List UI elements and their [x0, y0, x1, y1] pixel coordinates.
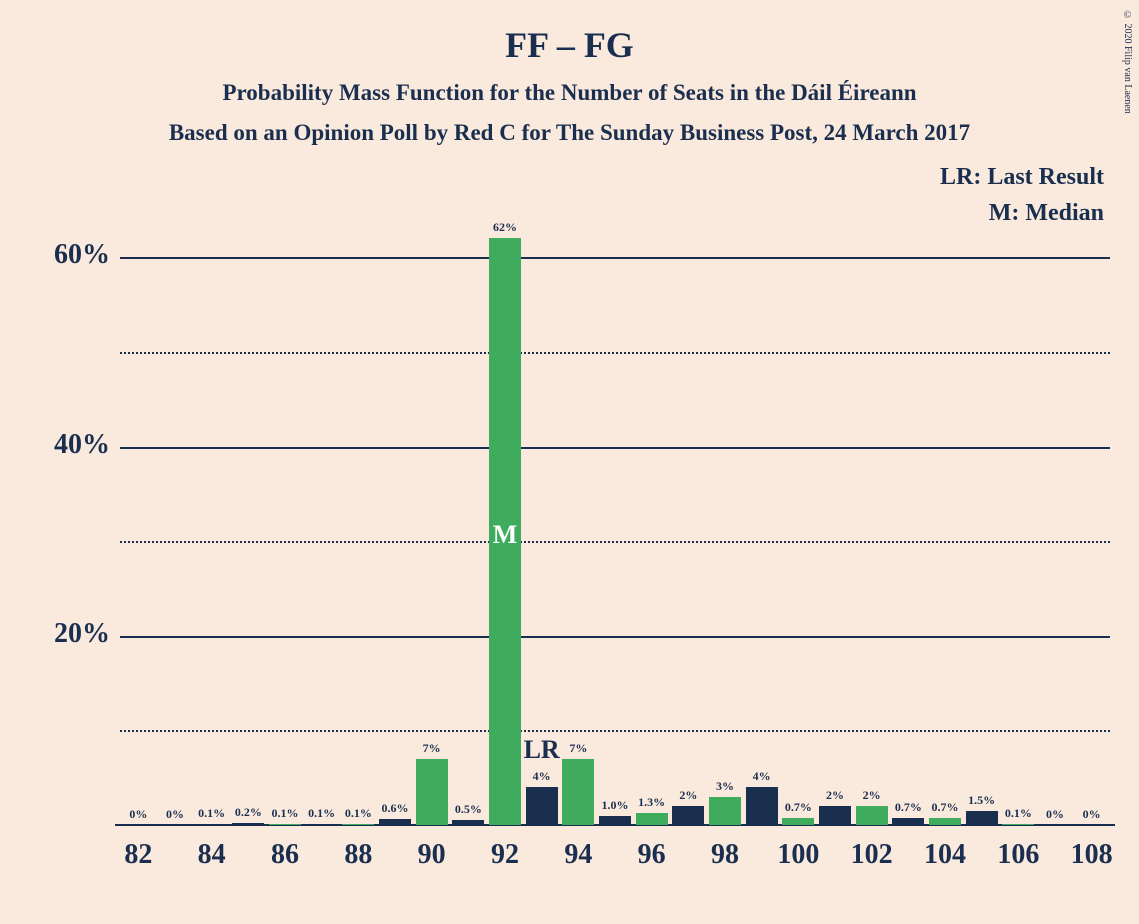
bar-value-label: 7% [407, 741, 457, 756]
bar [269, 824, 301, 825]
bar-value-label: 4% [517, 769, 567, 784]
bar [929, 818, 961, 825]
bar-value-label: 7% [553, 741, 603, 756]
bar [526, 787, 558, 825]
bar-value-label: 0.6% [370, 801, 420, 816]
bar [782, 818, 814, 825]
chart-container: © 2020 Filip van Laenen FF – FG Probabil… [0, 0, 1139, 924]
bar [379, 819, 411, 825]
bar [672, 806, 704, 825]
x-tick-label: 102 [842, 839, 902, 871]
bar [892, 818, 924, 825]
y-tick-label: 60% [54, 239, 110, 271]
bar [342, 824, 374, 825]
x-tick-label: 92 [475, 839, 535, 871]
bar-value-label: 4% [737, 769, 787, 784]
x-tick-label: 94 [548, 839, 608, 871]
bar [232, 823, 264, 825]
x-tick-label: 82 [108, 839, 168, 871]
bar [636, 813, 668, 825]
x-tick-label: 108 [1062, 839, 1122, 871]
gridline-major [120, 257, 1110, 259]
bar [819, 806, 851, 825]
x-tick-label: 90 [402, 839, 462, 871]
x-tick-label: 100 [768, 839, 828, 871]
plot-area: 20%40%60%8284868890929496981001021041061… [120, 210, 1110, 825]
chart-subtitle-2: Based on an Opinion Poll by Red C for Th… [0, 120, 1139, 146]
bar-value-label: 62% [480, 220, 530, 235]
copyright-text: © 2020 Filip van Laenen [1122, 10, 1133, 114]
bar-value-label: 0.5% [443, 802, 493, 817]
gridline-minor [120, 730, 1110, 732]
gridline-major [120, 447, 1110, 449]
legend-last-result: LR: Last Result [940, 164, 1104, 191]
x-tick-label: 86 [255, 839, 315, 871]
gridline-minor [120, 541, 1110, 543]
bar [196, 824, 228, 825]
gridline-major [120, 636, 1110, 638]
bar [452, 820, 484, 825]
x-tick-label: 84 [182, 839, 242, 871]
bar-value-label: 0% [1067, 807, 1117, 822]
bar [306, 824, 338, 825]
y-tick-label: 40% [54, 429, 110, 461]
x-tick-label: 104 [915, 839, 975, 871]
chart-subtitle-1: Probability Mass Function for the Number… [0, 80, 1139, 106]
chart-title: FF – FG [0, 0, 1139, 66]
x-tick-label: 106 [988, 839, 1048, 871]
bar [1002, 824, 1034, 825]
bar [709, 797, 741, 825]
x-tick-label: 88 [328, 839, 388, 871]
x-tick-label: 98 [695, 839, 755, 871]
gridline-minor [120, 352, 1110, 354]
x-tick-label: 96 [622, 839, 682, 871]
y-tick-label: 20% [54, 618, 110, 650]
bar [562, 759, 594, 825]
bar [599, 816, 631, 825]
median-marker: M [485, 520, 525, 550]
